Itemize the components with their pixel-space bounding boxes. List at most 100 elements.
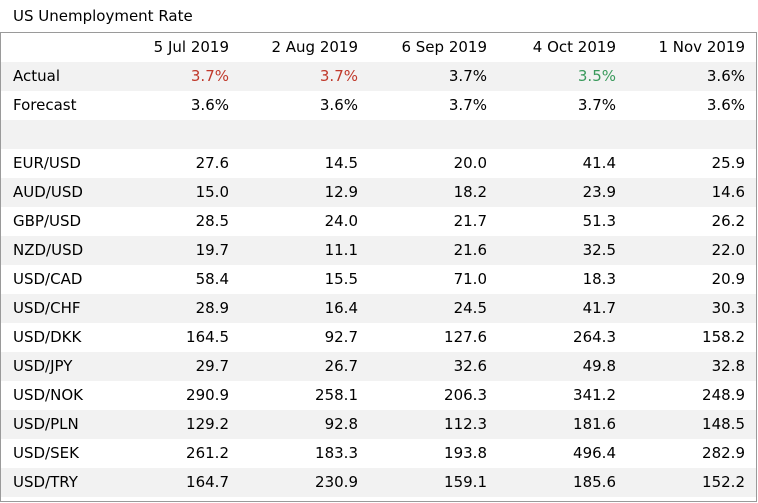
actual-value: 3.7% [240, 62, 369, 91]
pair-value: 148.5 [627, 410, 756, 439]
table-row: USD/DKK 164.5 92.7 127.6 264.3 158.2 [1, 323, 756, 352]
pair-value: 261.2 [186, 444, 229, 462]
actual-row: Actual 3.7% 3.7% 3.7% 3.5% 3.6% [1, 62, 756, 91]
pair-value: 341.2 [573, 386, 616, 404]
pair-label: USD/CAD [13, 270, 83, 288]
pair-value: 159.1 [369, 468, 498, 497]
pair-value: 12.9 [240, 178, 369, 207]
pair-value: 27.6 [195, 154, 229, 172]
pair-label: USD/SEK [13, 444, 79, 462]
pair-label: USD/JPY [1, 352, 111, 381]
pair-value: 16.4 [240, 294, 369, 323]
table-row: USD/CAD 58.4 15.5 71.0 18.3 20.9 [1, 265, 756, 294]
column-header: 4 Oct 2019 [532, 38, 616, 56]
pair-value: 496.4 [573, 444, 616, 462]
table-row: AUD/USD 15.0 12.9 18.2 23.9 14.6 [1, 178, 756, 207]
pair-value: 193.8 [444, 444, 487, 462]
pair-value: 127.6 [444, 328, 487, 346]
pair-value: 71.0 [453, 270, 487, 288]
pair-value: 230.9 [240, 468, 369, 497]
table-row: USD/JPY 29.7 26.7 32.6 49.8 32.8 [1, 352, 756, 381]
pair-label: USD/TRY [1, 468, 111, 497]
actual-value: 3.5% [498, 62, 627, 91]
pair-label: GBP/USD [13, 212, 82, 230]
pair-value: 92.8 [240, 410, 369, 439]
pair-value: 24.5 [369, 294, 498, 323]
pair-value: 20.9 [711, 270, 745, 288]
column-header: 5 Jul 2019 [153, 38, 229, 56]
pair-value: 112.3 [369, 410, 498, 439]
table-row: NZD/USD 19.7 11.1 21.6 32.5 22.0 [1, 236, 756, 265]
pair-value: 28.9 [111, 294, 240, 323]
pair-value: 206.3 [444, 386, 487, 404]
pair-label: USD/CHF [1, 294, 111, 323]
pair-label: EUR/USD [13, 154, 81, 172]
pair-value: 32.6 [369, 352, 498, 381]
pair-label: AUD/USD [1, 178, 111, 207]
pair-value: 41.4 [582, 154, 616, 172]
column-header: 1 Nov 2019 [658, 38, 745, 56]
spacer-row [1, 120, 756, 149]
pair-label: USD/DKK [13, 328, 82, 346]
pair-value: 26.2 [711, 212, 745, 230]
table-row: USD/NOK 290.9 258.1 206.3 341.2 248.9 [1, 381, 756, 410]
pair-value: 21.6 [369, 236, 498, 265]
pair-value: 15.0 [111, 178, 240, 207]
header-corner [1, 33, 111, 62]
pair-value: 23.9 [498, 178, 627, 207]
pair-value: 183.3 [315, 444, 358, 462]
column-header: 2 Aug 2019 [271, 38, 358, 56]
pair-value: 32.5 [498, 236, 627, 265]
pair-value: 18.2 [369, 178, 498, 207]
table-row: USD/SEK 261.2 183.3 193.8 496.4 282.9 [1, 439, 756, 468]
forecast-value: 3.6% [190, 96, 229, 114]
pair-value: 152.2 [627, 468, 756, 497]
pair-value: 164.7 [111, 468, 240, 497]
pair-value: 20.0 [453, 154, 487, 172]
pair-value: 15.5 [324, 270, 358, 288]
table-row: USD/PLN 129.2 92.8 112.3 181.6 148.5 [1, 410, 756, 439]
pair-value: 58.4 [195, 270, 229, 288]
actual-value: 3.7% [111, 62, 240, 91]
pair-value: 28.5 [195, 212, 229, 230]
table-title: US Unemployment Rate [13, 7, 193, 25]
column-header: 6 Sep 2019 [401, 38, 487, 56]
pair-value: 25.9 [711, 154, 745, 172]
pair-value: 22.0 [627, 236, 756, 265]
pair-value: 19.7 [111, 236, 240, 265]
pair-value: 30.3 [627, 294, 756, 323]
pair-value: 51.3 [582, 212, 616, 230]
pair-value: 181.6 [498, 410, 627, 439]
table-row: USD/CHF 28.9 16.4 24.5 41.7 30.3 [1, 294, 756, 323]
pair-value: 26.7 [240, 352, 369, 381]
data-table-frame: 5 Jul 2019 2 Aug 2019 6 Sep 2019 4 Oct 2… [0, 32, 757, 502]
pair-value: 32.8 [627, 352, 756, 381]
pair-value: 24.0 [324, 212, 358, 230]
pair-value: 18.3 [582, 270, 616, 288]
pair-value: 282.9 [702, 444, 745, 462]
row-label: Actual [1, 62, 111, 91]
pair-value: 41.7 [498, 294, 627, 323]
forecast-value: 3.6% [319, 96, 358, 114]
pair-value: 49.8 [498, 352, 627, 381]
actual-value: 3.6% [627, 62, 756, 91]
pair-value: 248.9 [702, 386, 745, 404]
unemployment-table: 5 Jul 2019 2 Aug 2019 6 Sep 2019 4 Oct 2… [1, 33, 756, 497]
pair-value: 21.7 [453, 212, 487, 230]
pair-value: 129.2 [111, 410, 240, 439]
currency-pairs: EUR/USD 27.6 14.5 20.0 41.4 25.9 AUD/USD 15.0 12… [1, 149, 756, 497]
table-row: EUR/USD 27.6 14.5 20.0 41.4 25.9 [1, 149, 756, 178]
pair-value: 14.5 [324, 154, 358, 172]
row-label: Forecast [13, 96, 77, 114]
pair-value: 11.1 [240, 236, 369, 265]
pair-value: 14.6 [627, 178, 756, 207]
table-row: GBP/USD 28.5 24.0 21.7 51.3 26.2 [1, 207, 756, 236]
pair-label: USD/PLN [1, 410, 111, 439]
pair-value: 29.7 [111, 352, 240, 381]
forecast-row: Forecast 3.6% 3.6% 3.7% 3.7% 3.6% [1, 91, 756, 120]
table-row: USD/TRY 164.7 230.9 159.1 185.6 152.2 [1, 468, 756, 497]
pair-value: 158.2 [702, 328, 745, 346]
pair-label: NZD/USD [1, 236, 111, 265]
forecast-value: 3.6% [706, 96, 745, 114]
pair-value: 92.7 [324, 328, 358, 346]
